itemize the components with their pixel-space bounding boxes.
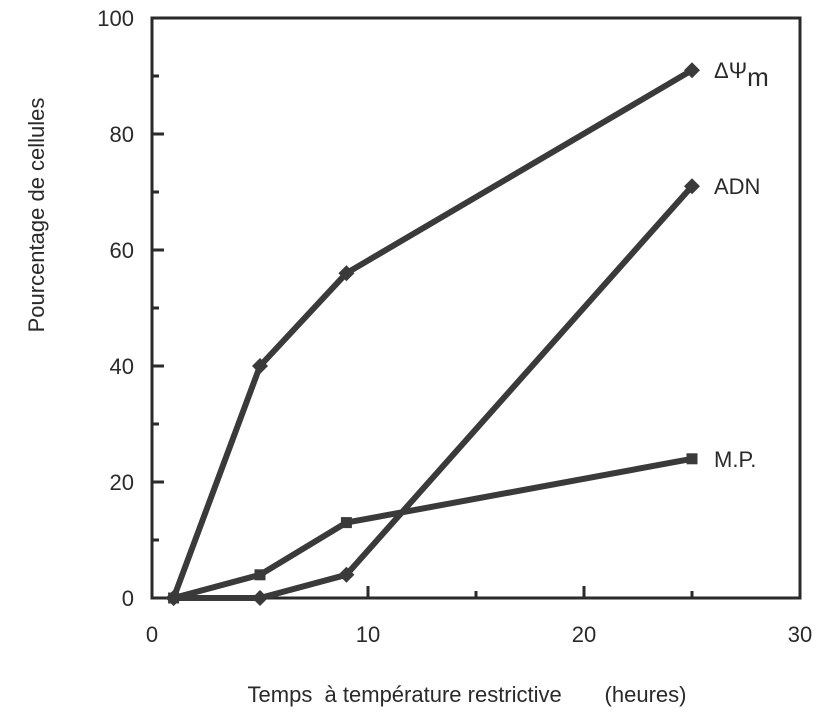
series-label-mp: M.P. — [714, 447, 756, 472]
data-point — [252, 358, 268, 374]
data-point — [254, 569, 266, 581]
x-tick-label: 10 — [356, 622, 380, 647]
data-point — [686, 453, 698, 465]
data-point — [684, 178, 700, 195]
series-adn — [165, 178, 700, 606]
data-point — [252, 590, 268, 606]
x-axis-title: Temps à température restrictive (heures) — [248, 682, 687, 707]
plot-border — [150, 16, 802, 600]
y-axis-ticks: 0 20 40 60 80 100 — [97, 6, 164, 611]
series-labels: ΔΨm ADN M.P. — [714, 58, 769, 472]
x-tick-label: 20 — [572, 622, 596, 647]
y-tick-label: 0 — [122, 586, 134, 611]
series-label-delta-psi-m: ΔΨm — [714, 58, 769, 92]
x-tick-label: 0 — [146, 622, 158, 647]
data-point — [338, 566, 355, 583]
y-tick-label: 80 — [110, 122, 134, 147]
data-point — [338, 265, 355, 282]
plot-frame — [150, 16, 802, 600]
x-tick-label: 30 — [788, 622, 812, 647]
data-point — [340, 517, 352, 529]
data-point — [684, 62, 700, 79]
series-line-delta-psi-m — [170, 67, 695, 601]
y-tick-label: 60 — [110, 238, 134, 263]
y-axis-title: Pourcentage de cellules — [24, 98, 49, 333]
y-tick-label: 100 — [97, 6, 134, 31]
y-tick-label: 20 — [110, 470, 134, 495]
series-line-mp — [170, 455, 695, 601]
series-delta-psi-m — [165, 62, 700, 606]
series-label-adn: ADN — [714, 174, 760, 199]
data-point — [168, 592, 180, 604]
y-tick-label: 40 — [110, 354, 134, 379]
series-mp — [168, 453, 698, 604]
x-axis-ticks: 0 10 20 30 — [146, 586, 812, 647]
series-line-adn — [170, 183, 695, 601]
series-layer — [165, 62, 700, 606]
